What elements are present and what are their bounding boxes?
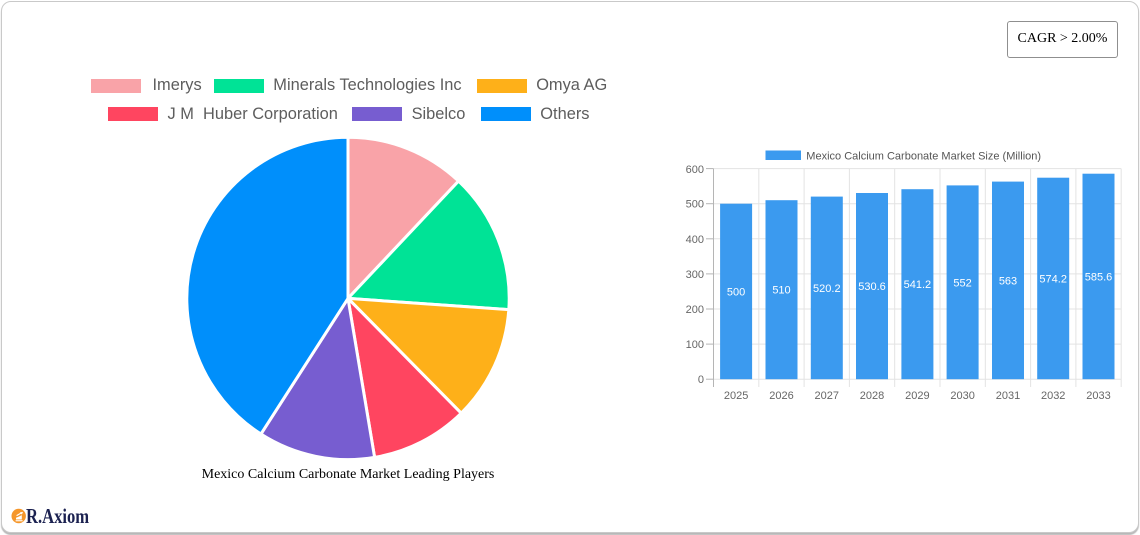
svg-text:2029: 2029 [905, 390, 929, 402]
svg-text:2027: 2027 [815, 390, 839, 402]
svg-text:530.6: 530.6 [858, 281, 886, 293]
svg-text:Mexico Calcium Carbonate Marke: Mexico Calcium Carbonate Market Size (Mi… [806, 150, 1041, 162]
svg-text:100: 100 [686, 339, 704, 351]
svg-text:600: 600 [686, 164, 704, 176]
svg-text:541.2: 541.2 [904, 279, 932, 291]
svg-text:500: 500 [686, 199, 704, 211]
svg-text:400: 400 [686, 234, 704, 246]
svg-text:510: 510 [772, 285, 790, 297]
svg-text:2033: 2033 [1086, 390, 1110, 402]
svg-text:2028: 2028 [860, 390, 884, 402]
svg-text:2026: 2026 [769, 390, 793, 402]
svg-text:200: 200 [686, 304, 704, 316]
svg-text:563: 563 [999, 275, 1017, 287]
svg-text:520.2: 520.2 [813, 283, 841, 295]
svg-text:2025: 2025 [724, 390, 748, 402]
svg-text:300: 300 [686, 269, 704, 281]
svg-text:552: 552 [953, 277, 971, 289]
svg-text:574.2: 574.2 [1039, 273, 1067, 285]
svg-text:500: 500 [727, 286, 745, 298]
svg-text:2031: 2031 [996, 390, 1020, 402]
svg-text:2032: 2032 [1041, 390, 1065, 402]
svg-text:2030: 2030 [950, 390, 974, 402]
svg-text:0: 0 [698, 374, 704, 386]
svg-text:585.6: 585.6 [1085, 271, 1113, 283]
